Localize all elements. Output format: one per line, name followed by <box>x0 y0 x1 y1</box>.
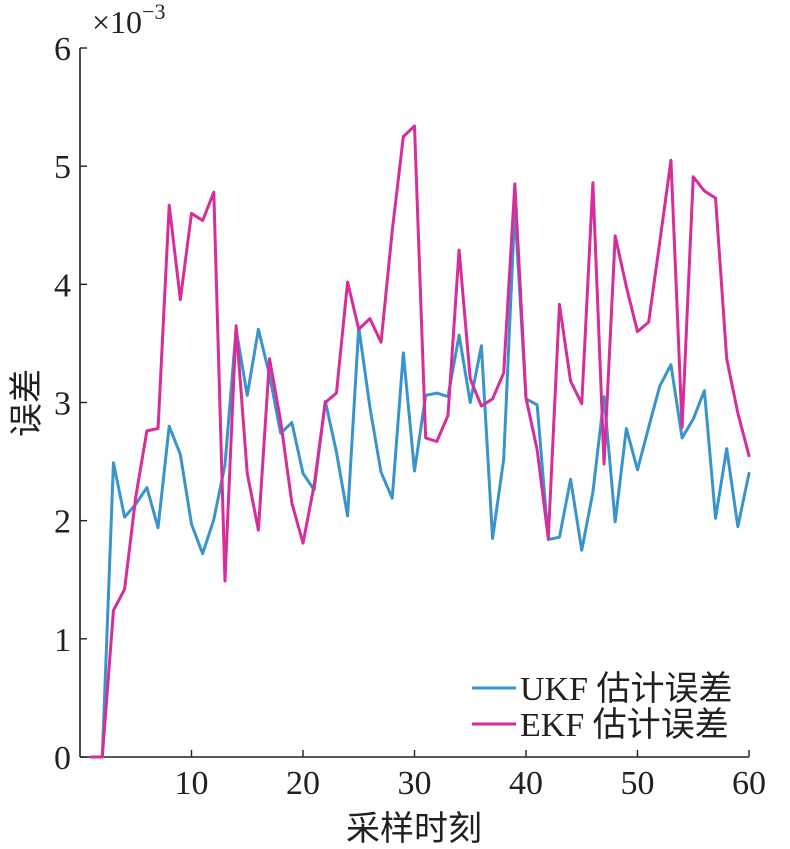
x-tick-label: 60 <box>732 765 766 802</box>
x-tick-label: 10 <box>175 765 209 802</box>
y-tick-label: 3 <box>54 386 71 423</box>
series-group <box>89 124 751 759</box>
series-line-ekf <box>89 124 751 759</box>
legend: UKF 估计误差 EKF 估计误差 <box>472 670 733 744</box>
y-tick-label: 0 <box>54 740 71 777</box>
x-tick-label: 20 <box>286 765 320 802</box>
y-tick-label: 4 <box>54 267 71 304</box>
y-tick-label: 6 <box>54 31 71 68</box>
y-tick-label: 5 <box>54 149 71 186</box>
y-axis-title: 误差 <box>7 369 47 437</box>
y-tick-label: 2 <box>54 504 71 541</box>
y-tick-label: 1 <box>54 622 71 659</box>
legend-label-ekf: EKF 估计误差 <box>520 706 729 744</box>
x-tick-label: 50 <box>621 765 655 802</box>
x-tick-label: 30 <box>398 765 432 802</box>
tick-labels: 10 20 30 40 50 60 0 1 2 3 4 5 6 <box>54 31 766 802</box>
legend-label-ukf: UKF 估计误差 <box>520 670 733 708</box>
tick-marks <box>80 47 750 758</box>
x-axis-title: 采样时刻 <box>346 809 482 849</box>
series-line-ukf <box>89 207 751 759</box>
y-multiplier-exponent: −3 <box>142 0 165 24</box>
y-multiplier-base: ×10 <box>92 4 142 40</box>
y-multiplier-label: ×10−3 <box>92 0 165 40</box>
x-tick-label: 40 <box>509 765 543 802</box>
